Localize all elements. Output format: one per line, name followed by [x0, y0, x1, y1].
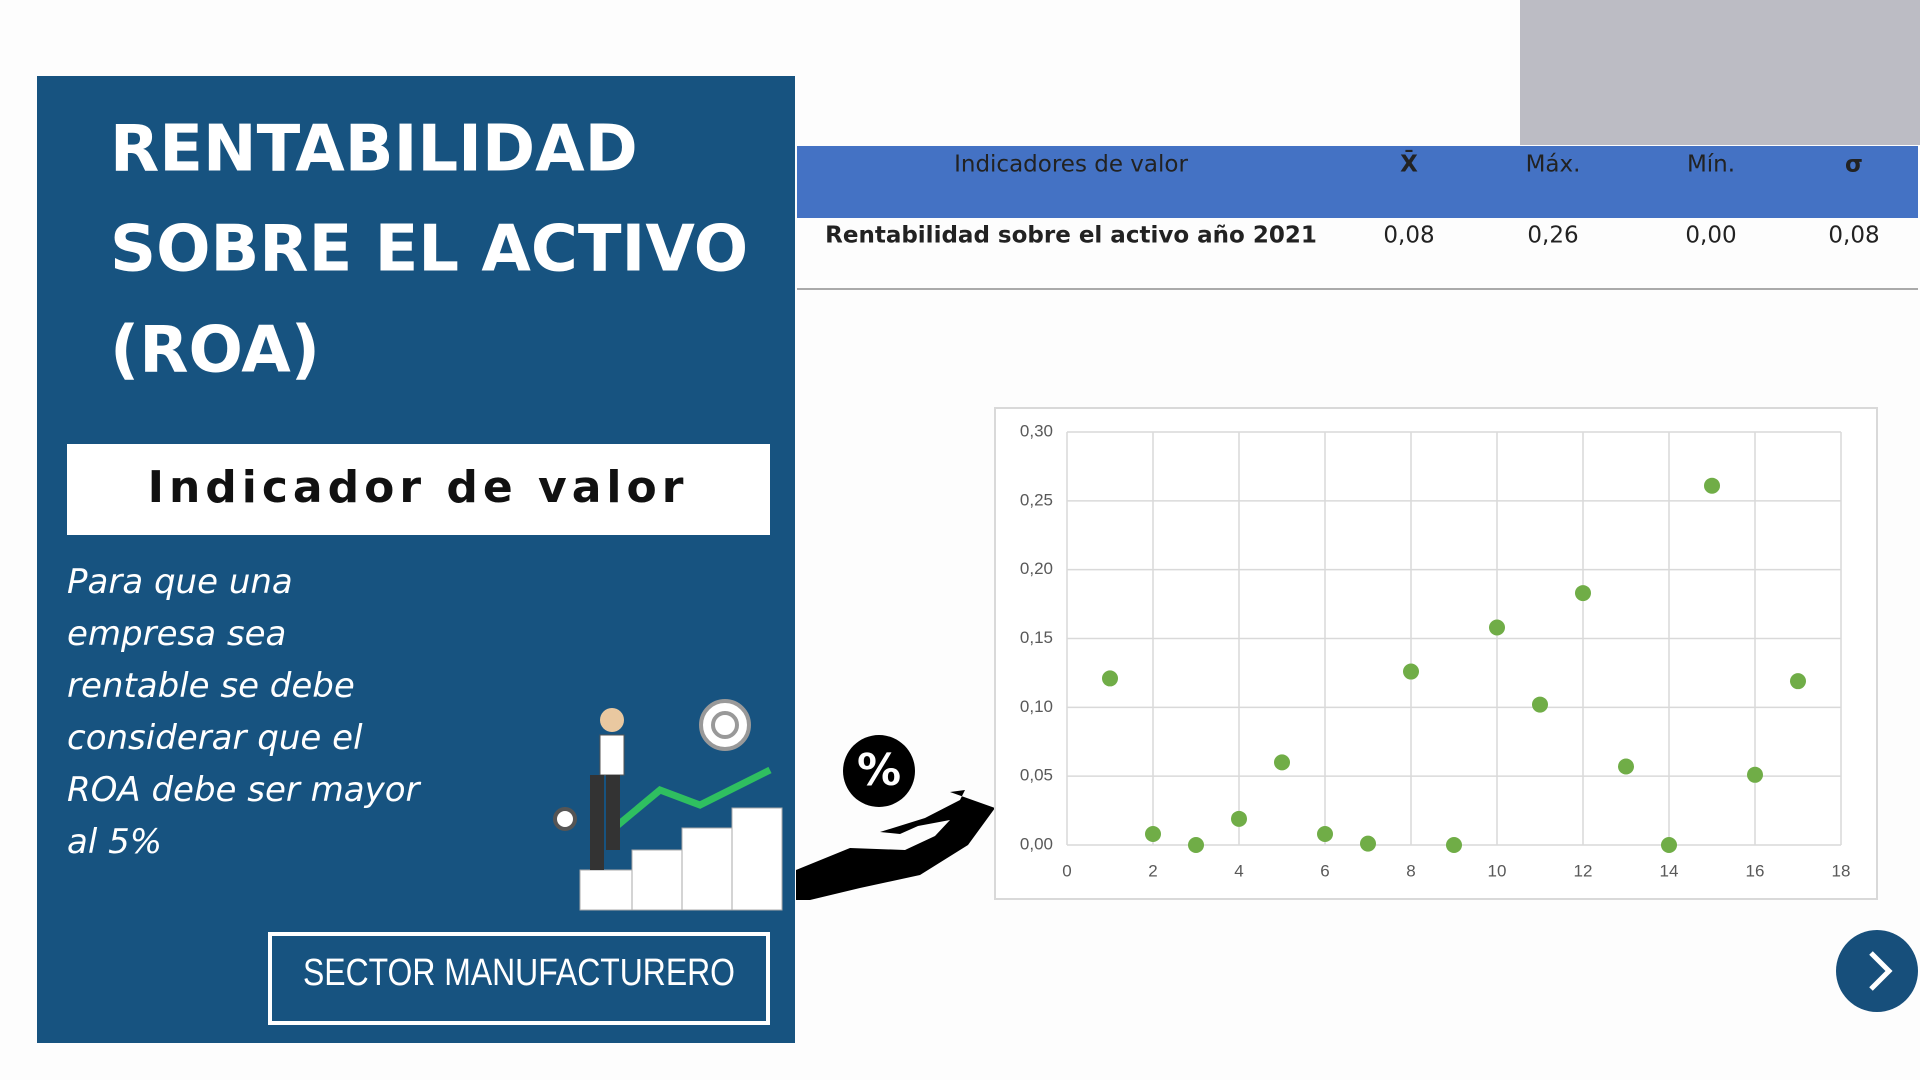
- x-tick-label: 6: [1320, 861, 1329, 880]
- title-line: RENTABILIDAD: [110, 113, 638, 187]
- point: [1446, 837, 1462, 853]
- y-tick-label: 0,15: [1020, 628, 1053, 647]
- x-tick-label: 4: [1234, 861, 1243, 880]
- table-cell: Rentabilidad sobre el activo año 2021: [825, 223, 1317, 249]
- sector-button[interactable]: [268, 932, 770, 1025]
- x-tick-label: 2: [1148, 861, 1157, 880]
- y-tick-label: 0,25: [1020, 490, 1053, 509]
- x-tick-label: 10: [1488, 861, 1507, 880]
- point: [1317, 825, 1333, 842]
- sector-button-label[interactable]: SECTOR MANUFACTURERO: [303, 952, 735, 994]
- x-tick-label: 16: [1746, 861, 1765, 880]
- y-tick-label: 0,30: [1020, 421, 1053, 440]
- table-cell: 0,08: [1383, 223, 1434, 249]
- title-line: (ROA): [110, 314, 320, 388]
- table-header-cell: X̄: [1400, 148, 1418, 177]
- point: [1188, 837, 1204, 853]
- chart-frame: [994, 407, 1878, 900]
- point: [1618, 758, 1634, 775]
- point: [1747, 766, 1763, 783]
- y-tick-label: 0,05: [1020, 766, 1053, 785]
- table-cell: 0,00: [1685, 223, 1736, 249]
- x-tick-label: 8: [1406, 861, 1415, 880]
- table-cell: 0,08: [1828, 223, 1879, 249]
- x-tick-label: 14: [1660, 861, 1679, 880]
- table-header-cell: Indicadores de valor: [954, 152, 1188, 178]
- point: [1360, 835, 1376, 852]
- title-line: SOBRE EL ACTIVO: [110, 213, 748, 287]
- decor-block: [1520, 0, 1920, 145]
- description: Para que una empresa sea rentable se deb…: [67, 562, 420, 862]
- point: [1145, 825, 1161, 842]
- hand-icon: %: [796, 735, 995, 900]
- y-tick-label: 0,10: [1020, 697, 1053, 716]
- point: [1403, 663, 1419, 680]
- point: [1489, 619, 1505, 636]
- table-header-cell: Máx.: [1526, 152, 1581, 178]
- point: [1704, 477, 1720, 494]
- point: [1790, 673, 1806, 690]
- table-header: [797, 146, 1918, 218]
- table-cell: 0,26: [1527, 223, 1578, 249]
- table-header-cell: Mín.: [1687, 152, 1735, 178]
- point: [1575, 585, 1591, 602]
- point: [1532, 696, 1548, 713]
- point: [1661, 837, 1677, 853]
- y-tick-label: 0,20: [1020, 559, 1053, 578]
- subtitle: Indicador de valor: [148, 462, 689, 513]
- point: [1102, 670, 1118, 687]
- table-header-cell: σ: [1845, 152, 1863, 178]
- chart: 0,00 0,05 0,10 0,15 0,20 0,25 0,30 0 2 4 6 8 10 12 14 1…: [1020, 421, 1851, 880]
- subtitle-box: [67, 444, 770, 535]
- y-tick-label: 0,00: [1020, 834, 1053, 853]
- point: [1274, 754, 1290, 771]
- next-arrow[interactable]: [1869, 951, 1893, 991]
- x-tick-label: 12: [1574, 861, 1593, 880]
- next-button[interactable]: [1836, 930, 1918, 1012]
- x-tick-label: 0: [1062, 861, 1071, 880]
- point: [1231, 810, 1247, 827]
- stairs-illustration: [553, 699, 783, 911]
- x-tick-label: 18: [1832, 861, 1851, 880]
- svg-text:%: %: [857, 745, 901, 796]
